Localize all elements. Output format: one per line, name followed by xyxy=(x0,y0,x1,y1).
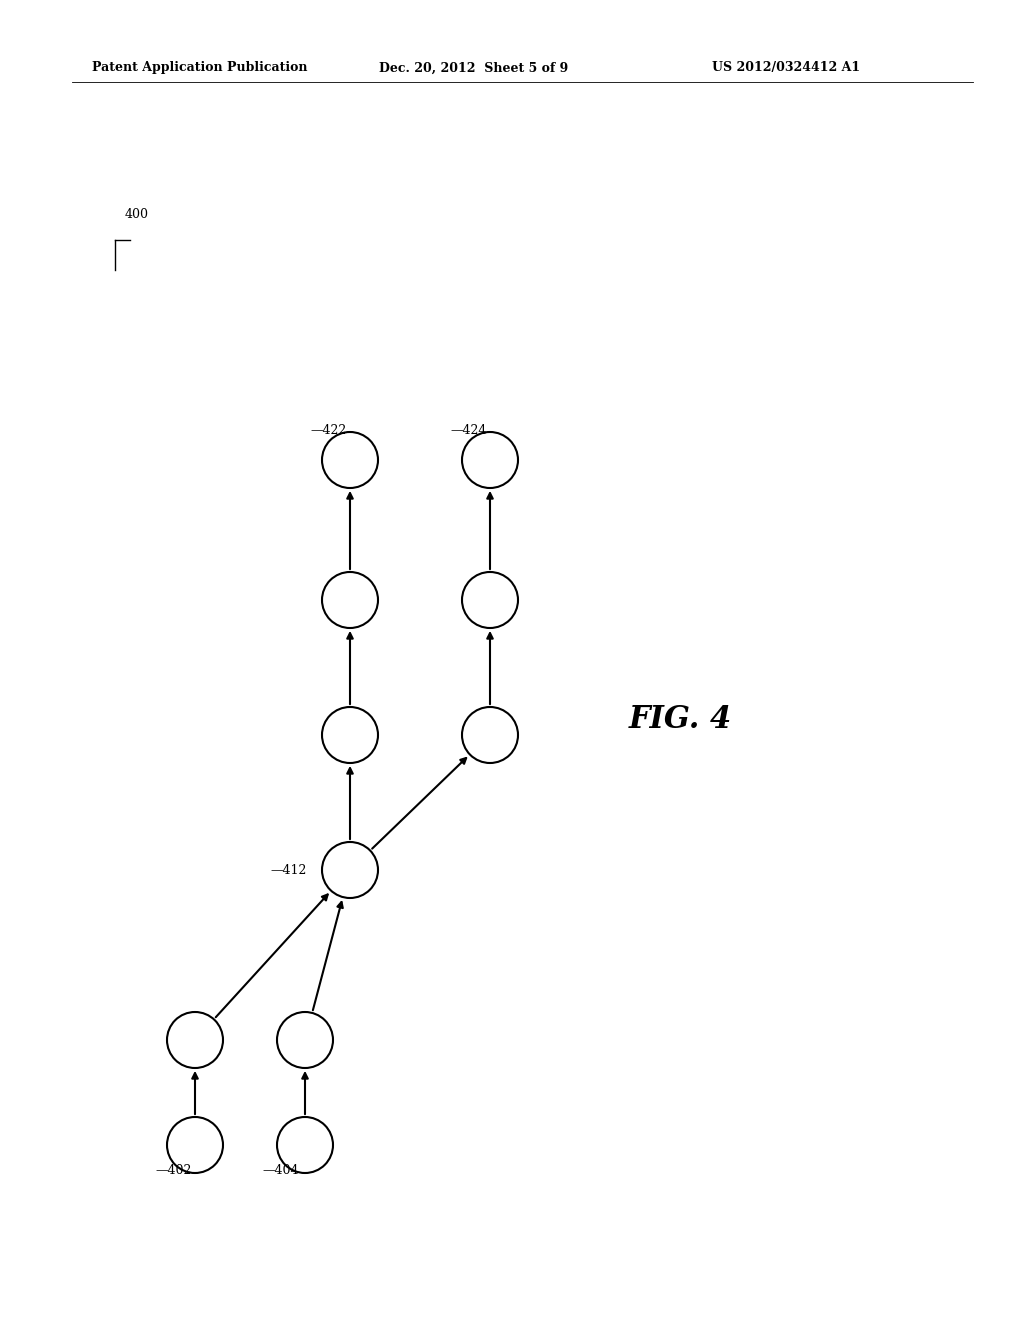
Text: —402: —402 xyxy=(155,1163,191,1176)
Circle shape xyxy=(322,842,378,898)
Circle shape xyxy=(322,432,378,488)
Text: US 2012/0324412 A1: US 2012/0324412 A1 xyxy=(712,62,860,74)
Circle shape xyxy=(167,1012,223,1068)
Text: —424: —424 xyxy=(450,424,486,437)
Circle shape xyxy=(462,708,518,763)
Text: 400: 400 xyxy=(125,209,150,222)
Circle shape xyxy=(462,572,518,628)
Circle shape xyxy=(322,708,378,763)
Text: Dec. 20, 2012  Sheet 5 of 9: Dec. 20, 2012 Sheet 5 of 9 xyxy=(379,62,568,74)
Text: FIG. 4: FIG. 4 xyxy=(629,705,731,735)
Text: —404: —404 xyxy=(262,1163,299,1176)
Circle shape xyxy=(167,1117,223,1173)
Circle shape xyxy=(278,1012,333,1068)
Text: —422: —422 xyxy=(310,424,346,437)
Text: Patent Application Publication: Patent Application Publication xyxy=(92,62,307,74)
Circle shape xyxy=(322,572,378,628)
Text: —412: —412 xyxy=(270,863,306,876)
Circle shape xyxy=(278,1117,333,1173)
Circle shape xyxy=(462,432,518,488)
